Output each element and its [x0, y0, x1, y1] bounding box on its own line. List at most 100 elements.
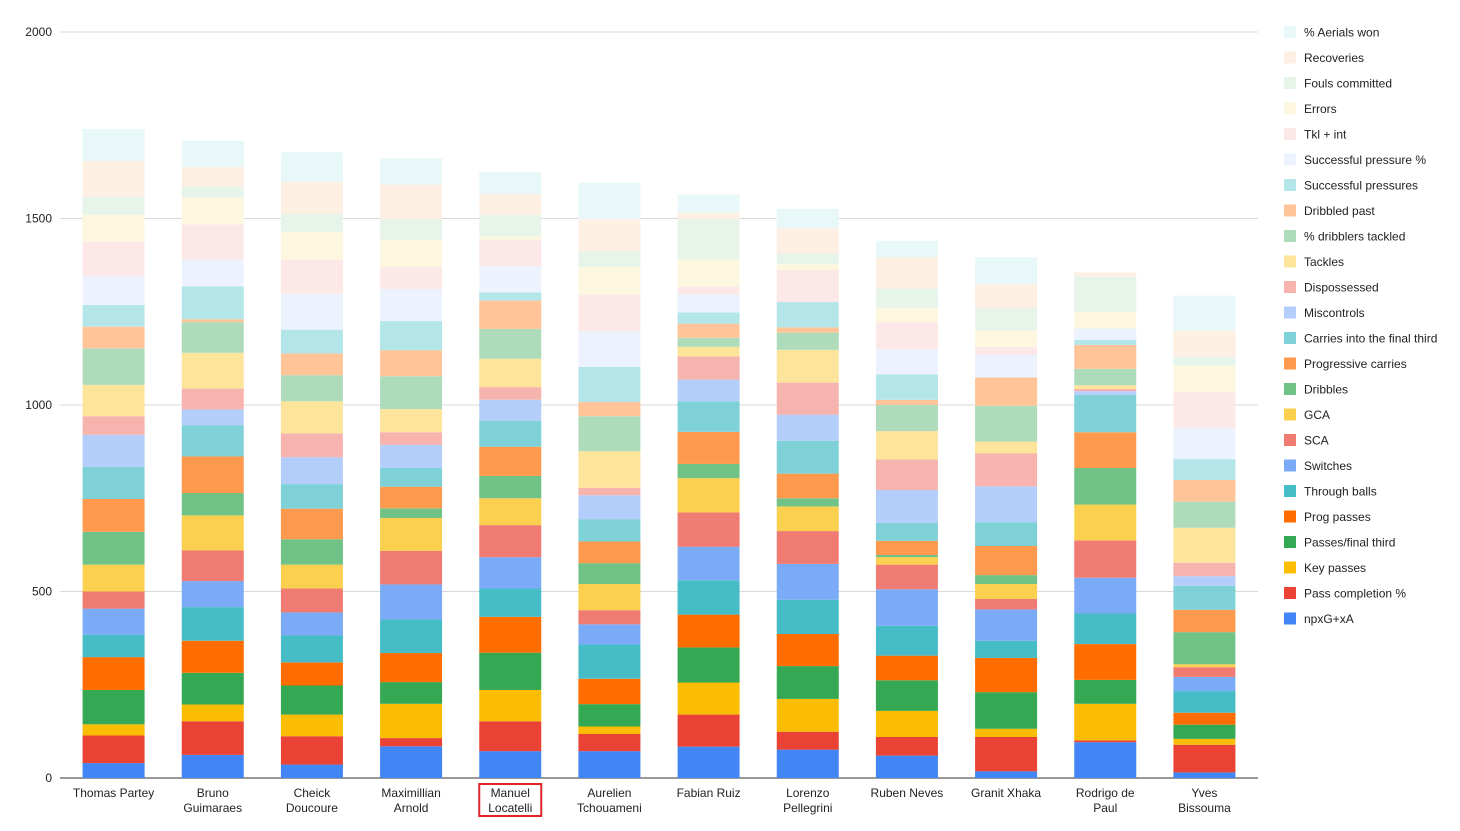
bar-segment: [479, 689, 542, 722]
bar-segment: [82, 128, 145, 162]
bar-segment: [380, 266, 443, 289]
x-tick-label: Paul: [1093, 801, 1117, 815]
bar-segment: [280, 293, 343, 330]
bar-segment: [280, 588, 343, 613]
bar-segment: [677, 614, 740, 648]
bar-segment: [1074, 276, 1137, 313]
bar-segment: [975, 453, 1038, 487]
bar-segment: [975, 355, 1038, 378]
axes: 0 500 1000 1500 2000 Thomas Partey BrunoGuimar…: [25, 25, 1231, 817]
bar-segment: [479, 214, 542, 237]
bar-segment: [280, 736, 343, 765]
bar-segment: [1173, 691, 1236, 713]
legend-label: Successful pressures: [1304, 179, 1418, 193]
bar-segment: [677, 194, 740, 213]
bar-segment: [776, 666, 839, 699]
legend-label: Pass completion %: [1304, 587, 1406, 601]
bar-segment: [181, 456, 244, 494]
bar-segment: [82, 196, 145, 215]
bar-segment: [1173, 632, 1236, 665]
bar-segment: [578, 402, 641, 417]
bar-segment: [82, 763, 145, 778]
bar-segment: [82, 591, 145, 609]
bar-segment: [975, 405, 1038, 442]
x-tick-label: Locatelli: [488, 801, 532, 815]
bar-segment: [677, 478, 740, 513]
bar-segment: [280, 764, 343, 778]
bar-segment: [479, 446, 542, 476]
bar-segment: [82, 384, 145, 417]
bar-segment: [1074, 644, 1137, 680]
y-tick-label: 2000: [25, 25, 52, 39]
bar-segment: [776, 264, 839, 270]
bar-segment: [280, 635, 343, 663]
bar-segment: [82, 735, 145, 764]
bar-segment: [875, 405, 938, 432]
bar-segment: [181, 352, 244, 389]
bar-segment: [479, 588, 542, 617]
x-tick-label: Aurelien: [587, 786, 631, 800]
x-tick-label: Granit Xhaka: [971, 786, 1041, 800]
bar-stacks: [82, 128, 1236, 778]
bar-segment: [1074, 742, 1137, 778]
bar-segment: [1074, 344, 1137, 369]
bar-segment: [181, 322, 244, 353]
legend-label: Fouls committed: [1304, 77, 1392, 91]
x-tick-label: Rodrigo de: [1076, 786, 1135, 800]
bar-segment: [975, 692, 1038, 729]
bar-segment: [875, 322, 938, 350]
legend-label: GCA: [1304, 408, 1330, 422]
legend-swatch: [1284, 255, 1296, 268]
bar-segment: [181, 515, 244, 551]
bar-segment: [975, 657, 1038, 693]
bar-segment: [677, 212, 740, 220]
bar-segment: [181, 704, 244, 722]
bar-segment: [1173, 527, 1236, 563]
bar-segment: [776, 498, 839, 507]
bar-segment: [1074, 613, 1137, 645]
bar-segment: [875, 589, 938, 626]
bar-segment: [975, 584, 1038, 599]
bar-segment: [380, 550, 443, 585]
bar-segment: [677, 746, 740, 778]
bar-segment: [578, 251, 641, 267]
bar-segment: [1173, 427, 1236, 460]
bar-segment: [677, 431, 740, 464]
bar-segment: [677, 259, 740, 287]
bar-segment: [380, 486, 443, 509]
y-tick-label: 1500: [25, 212, 52, 226]
legend-swatch: [1284, 434, 1296, 446]
legend-label: Passes/final third: [1304, 536, 1395, 550]
legend-swatch: [1284, 587, 1296, 599]
bar-segment: [479, 292, 542, 301]
legend-swatch: [1284, 306, 1296, 319]
legend-swatch: [1284, 408, 1296, 421]
bar-segment: [875, 349, 938, 375]
bar-segment: [380, 653, 443, 683]
bar-segment: [280, 564, 343, 589]
legend-label: Progressive carries: [1304, 357, 1407, 371]
bar-segment: [479, 328, 542, 359]
bar-segment: [181, 672, 244, 705]
bar-segment: [975, 441, 1038, 454]
bar-segment: [975, 346, 1038, 356]
bar-segment: [280, 152, 343, 182]
bar-segment: [975, 284, 1038, 309]
bar-segment: [479, 525, 542, 558]
bar-segment: [181, 224, 244, 260]
bar-segment: [578, 610, 641, 625]
legend-label: Prog passes: [1304, 510, 1371, 524]
x-tick-label: Thomas Partey: [73, 786, 154, 800]
bar-segment: [380, 738, 443, 747]
bar-segment: [776, 414, 839, 441]
legend: % Aerials won Recoveries Fouls committed Er…: [1284, 26, 1437, 626]
bar-segment: [677, 286, 740, 295]
bar-segment: [975, 308, 1038, 331]
bar-segment: [1173, 356, 1236, 366]
bar-segment: [479, 193, 542, 215]
bar-segment: [479, 616, 542, 653]
legend-label: Dispossessed: [1304, 281, 1379, 295]
bar-segment: [280, 353, 343, 376]
x-tick-label: Bissouma: [1178, 801, 1231, 815]
bar-segment: [677, 463, 740, 479]
